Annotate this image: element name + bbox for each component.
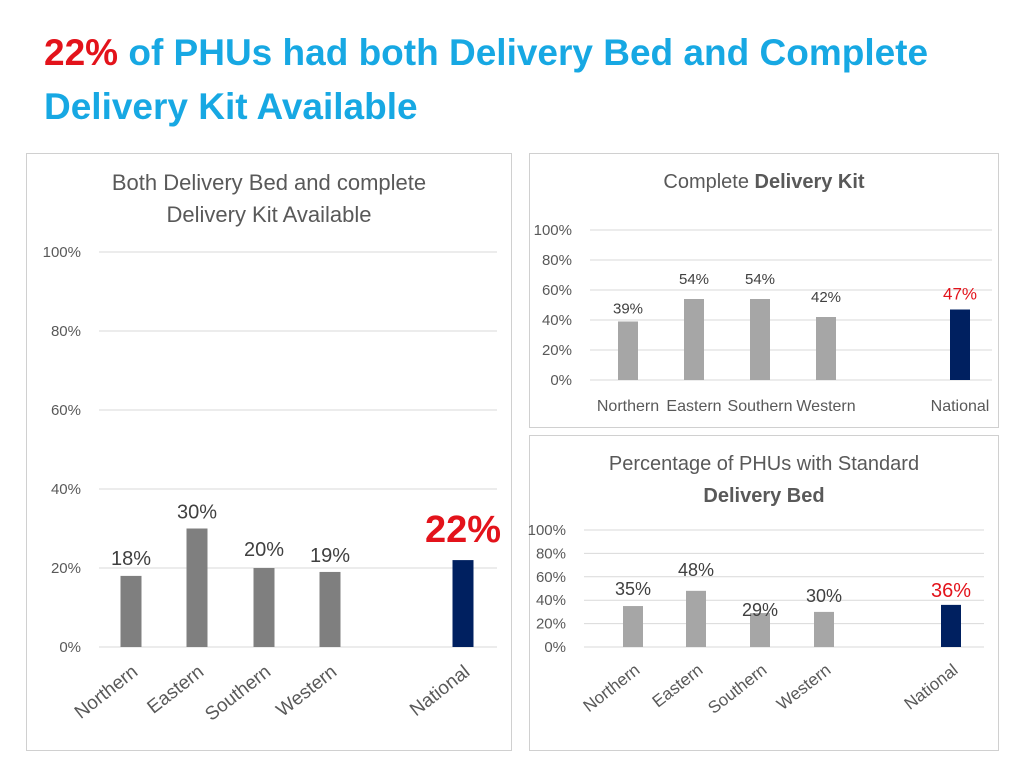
bar-western [319,571,341,647]
y-tick-label: 80% [536,545,566,562]
bar-western [814,611,834,647]
x-tick-label-western: Western [796,398,855,415]
bar-southern [253,568,275,647]
x-tick-label-national: National [931,398,990,415]
chart-delivery-kit: Complete Delivery Kit 0% 20% 40% 60% 80% 100% 3… [534,171,992,415]
slide-title: 22% of PHUs had both Delivery Bed and Co… [44,26,984,134]
y-tick-label: 60% [51,402,81,419]
bar-national [941,604,961,647]
chart-panel-delivery-bed: Percentage of PHUs with Standard Delivery… [528,435,999,751]
x-tick-label-southern: Southern [201,661,275,725]
x-tick-label-eastern: Eastern [144,661,209,718]
x-tick-label-northern: Northern [597,398,659,415]
x-tick-label-western: Western [773,660,834,714]
chart-panel-both-available: Both Delivery Bed and complete Delivery K… [26,153,512,751]
bar-northern [618,321,638,380]
x-tick-label-southern: Southern [704,660,770,717]
data-label-northern: 39% [613,301,643,318]
bar-northern [623,606,643,647]
y-tick-label: 80% [51,323,81,340]
y-tick-label: 80% [542,252,572,269]
bar-southern [750,613,770,647]
bar-western [816,317,836,380]
y-tick-label: 20% [542,342,572,359]
x-tick-label-northern: Northern [71,661,142,723]
bar-northern [120,575,142,647]
chart-delivery-bed: Percentage of PHUs with Standard Delivery… [528,453,984,718]
y-tick-label: 20% [51,560,81,577]
chart-title-line: Percentage of PHUs with Standard [609,453,919,475]
data-label-western: 19% [310,545,350,567]
chart-title-line: Delivery Bed [703,485,824,507]
data-label-northern: 35% [615,579,651,599]
y-tick-label: 40% [536,592,566,609]
bar-southern [750,299,770,380]
data-label-western: 30% [806,586,842,606]
bar-national [950,309,970,380]
y-tick-label: 60% [542,282,572,299]
data-label-northern: 18% [111,548,151,570]
data-label-southern: 29% [742,600,778,620]
chart-title-line: Delivery Kit Available [166,202,371,227]
chart-both-available: Both Delivery Bed and complete Delivery K… [43,170,501,725]
data-label-eastern: 48% [678,560,714,580]
y-tick-label: 40% [51,481,81,498]
x-tick-label-national: National [406,661,474,720]
chart-title-line: Both Delivery Bed and complete [112,170,426,195]
y-tick-label: 100% [534,222,572,239]
y-tick-label: 0% [550,372,572,389]
chart-panel-delivery-kit: Complete Delivery Kit 0% 20% 40% 60% 80% 100% 3… [529,153,999,428]
bar-eastern [186,528,208,647]
x-tick-label-eastern: Eastern [666,398,721,415]
data-label-national: 36% [931,580,971,602]
data-label-national: 47% [943,285,977,304]
data-label-southern: 20% [244,539,284,561]
x-tick-label-southern: Southern [728,398,793,415]
y-tick-label: 40% [542,312,572,329]
data-label-national: 22% [425,509,501,551]
data-label-eastern: 54% [679,271,709,288]
x-tick-label-northern: Northern [580,660,644,716]
data-label-western: 42% [811,289,841,306]
y-tick-label: 60% [536,569,566,586]
data-label-southern: 54% [745,271,775,288]
title-text: of PHUs had both Delivery Bed and Comple… [44,32,929,127]
y-tick-label: 20% [536,616,566,633]
bar-eastern [686,590,706,647]
y-tick-label: 100% [43,244,81,261]
y-tick-label: 0% [59,639,81,656]
bar-eastern [684,299,704,380]
chart-title-line: Complete Delivery Kit [663,171,865,193]
y-tick-label: 0% [544,639,566,656]
x-tick-label-eastern: Eastern [649,660,707,711]
x-tick-label-national: National [901,660,962,713]
bar-national [452,560,474,647]
y-tick-label: 100% [528,522,566,539]
title-highlight: 22% [44,32,119,73]
data-label-eastern: 30% [177,502,217,524]
x-tick-label-western: Western [273,661,341,721]
